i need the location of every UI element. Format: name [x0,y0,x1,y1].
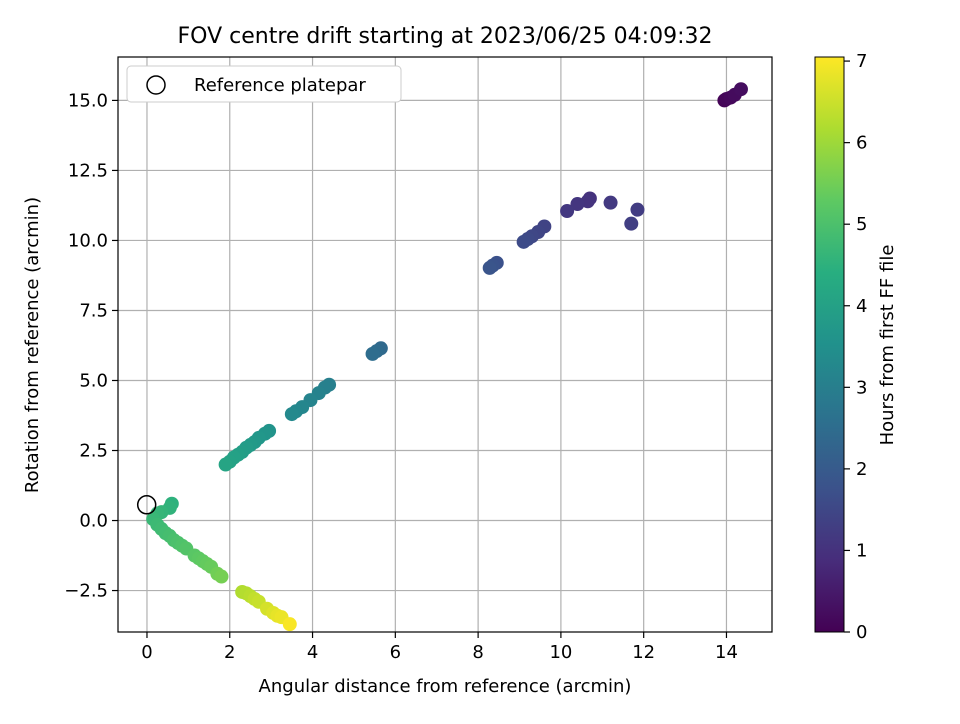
reference-platepar-marker [136,495,157,515]
data-point [603,195,618,210]
x-tick-label: 4 [307,642,318,663]
x-tick-label: 8 [472,642,483,663]
colorbar [814,56,845,633]
x-axis-label: Angular distance from reference (arcmin) [259,676,632,697]
data-point [560,204,575,219]
data-point [630,202,645,217]
y-tick-label: 5.0 [79,370,108,391]
legend: Reference platepar [126,65,402,103]
x-tick-label: 14 [715,642,738,663]
y-tick-label: −2.5 [64,581,108,602]
legend-marker [146,75,166,95]
y-axis-label: Rotation from reference (arcmin) [22,197,43,493]
colorbar-tick-label: 5 [856,214,867,235]
data-point [284,407,299,422]
y-tick-label: 12.5 [68,160,108,181]
legend-entry-label: Reference platepar [194,75,366,96]
colorbar-tick-label: 0 [856,622,867,643]
x-tick-label: 10 [549,642,572,663]
data-point [733,82,748,97]
colorbar-label: Hours from first FF file [877,245,898,446]
legend-box [126,65,402,103]
colorbar-tick-label: 1 [856,540,867,561]
plot-frame [117,56,773,633]
colorbar-tick-label: 2 [856,459,867,480]
chart-title: FOV centre drift starting at 2023/06/25 … [178,24,713,49]
y-tick-label: 10.0 [68,230,108,251]
colorbar-ticks: 0 1 2 3 4 5 6 7 [844,51,867,643]
data-point [365,346,380,361]
data-point [516,234,531,249]
x-tick-label: 0 [141,642,152,663]
y-tick-label: 0.0 [79,511,108,532]
x-tick-label: 2 [224,642,235,663]
colorbar-tick-label: 3 [856,377,867,398]
data-point [624,216,639,231]
points-layer [146,82,748,632]
x-ticks: 0 2 4 6 8 10 12 14 [141,632,738,663]
y-ticks: −2.5 0.0 2.5 5.0 7.5 10.0 12.5 15.0 [64,90,118,602]
grid-layer [118,57,772,632]
data-point [218,457,233,472]
data-point [282,617,297,632]
y-tick-label: 15.0 [68,90,108,111]
colorbar-tick-label: 4 [856,296,867,317]
y-tick-label: 7.5 [79,300,108,321]
data-point [214,569,229,584]
colorbar-tick-label: 6 [856,133,867,154]
y-tick-label: 2.5 [79,441,108,462]
x-tick-label: 12 [632,642,655,663]
data-point [482,260,497,275]
colorbar-tick-label: 7 [856,51,867,72]
data-point [570,197,585,212]
x-tick-label: 6 [390,642,401,663]
